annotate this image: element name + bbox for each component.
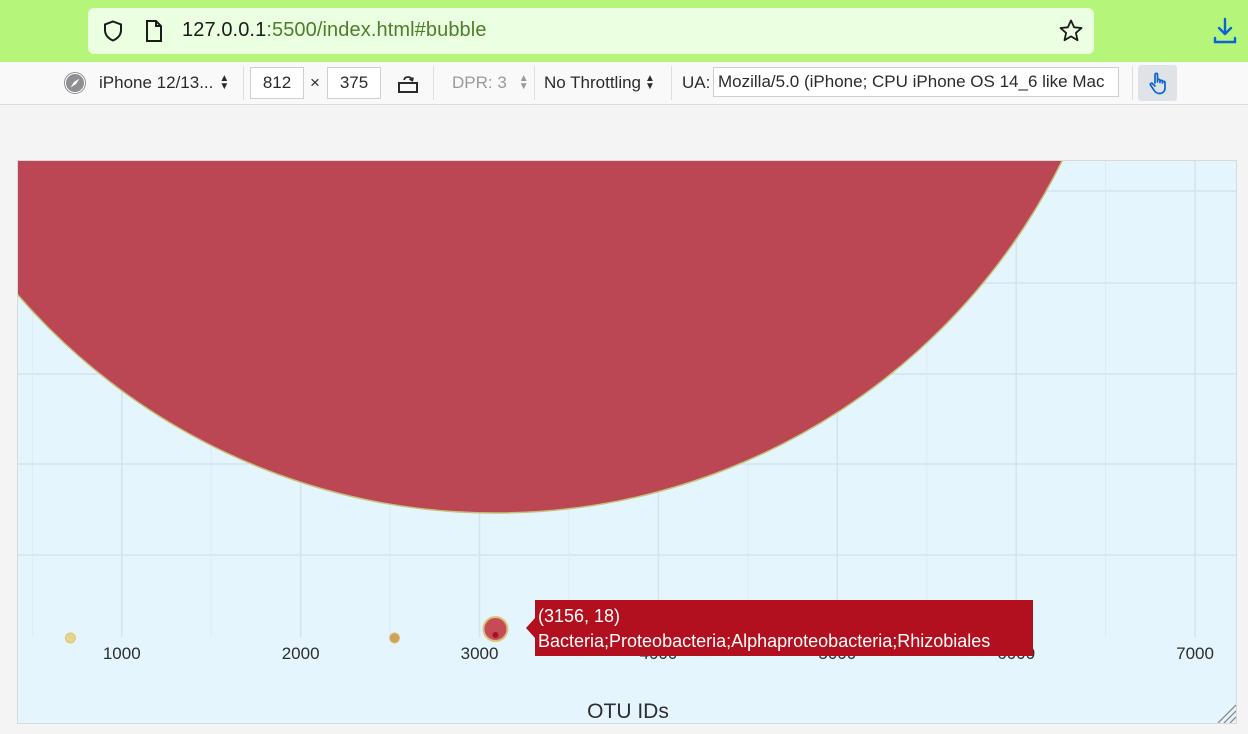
hover-tooltip: (3156, 18) Bacteria;Proteobacteria;Alpha… [526,600,1033,656]
dpr-selector[interactable]: DPR: 3 ▲ ▼ [452,62,529,104]
user-agent-input[interactable]: Mozilla/5.0 (iPhone; CPU iPhone OS 14_6 … [713,67,1119,97]
bubbles [18,161,1127,644]
bubble[interactable] [18,161,1127,514]
x-axis-title: OTU IDs [587,700,669,723]
divider [534,66,535,100]
rotate-icon[interactable] [396,71,420,95]
bubble[interactable] [64,632,76,644]
viewport-height-input[interactable]: 375 [327,67,381,99]
bubble[interactable] [389,632,401,644]
tooltip-label: Bacteria;Proteobacteria;Alphaproteobacte… [538,631,990,651]
bubble[interactable] [482,616,509,642]
dpr-label: DPR: 3 [452,73,507,92]
divider [243,66,244,100]
x-tick-label: 3000 [461,644,499,663]
download-icon[interactable] [1211,16,1239,46]
tooltip-box [526,600,1033,656]
bookmark-star-icon[interactable] [1058,18,1084,44]
throttling-selector[interactable]: No Throttling ▲ ▼ [544,62,655,104]
resize-grip-icon[interactable] [1217,704,1236,723]
times-sign: × [310,73,320,92]
responsive-design-toolbar: iPhone 12/13... ▲ ▼ 812 × 375 DPR: 3 ▲ ▼ N… [0,62,1248,105]
touch-simulation-button[interactable] [1138,65,1177,101]
chevron-updown-icon: ▲ ▼ [645,73,655,92]
touch-hand-icon [1149,72,1166,95]
x-tick-label: 1000 [103,644,141,663]
browser-toolbar: 127.0.0.1:5500/index.html#bubble [0,0,1248,62]
divider [1132,66,1133,100]
throttling-label: No Throttling [544,73,642,92]
x-tick-label: 2000 [282,644,320,663]
compass-icon [64,72,86,94]
device-selector[interactable]: iPhone 12/13... ▲ ▼ [99,62,229,104]
hover-marker [492,632,499,638]
page-icon [146,20,162,42]
divider [671,66,672,100]
shield-icon[interactable] [102,20,124,42]
url-text[interactable]: 127.0.0.1:5500/index.html#bubble [182,19,487,41]
emulated-viewport[interactable]: 1000200030004000500060007000 OTU IDs (31… [17,160,1237,724]
x-tick-label: 7000 [1176,644,1214,663]
tooltip-coords: (3156, 18) [538,606,620,626]
viewport-width-input[interactable]: 812 [250,67,304,99]
divider [433,66,434,100]
device-name: iPhone 12/13... [99,73,214,92]
chevron-updown-icon: ▲ ▼ [518,73,529,92]
ua-label: UA: [682,73,711,92]
address-bar[interactable]: 127.0.0.1:5500/index.html#bubble [88,8,1094,54]
bubble-chart[interactable]: 1000200030004000500060007000 OTU IDs (31… [18,161,1237,724]
chevron-updown-icon: ▲ ▼ [219,73,230,92]
